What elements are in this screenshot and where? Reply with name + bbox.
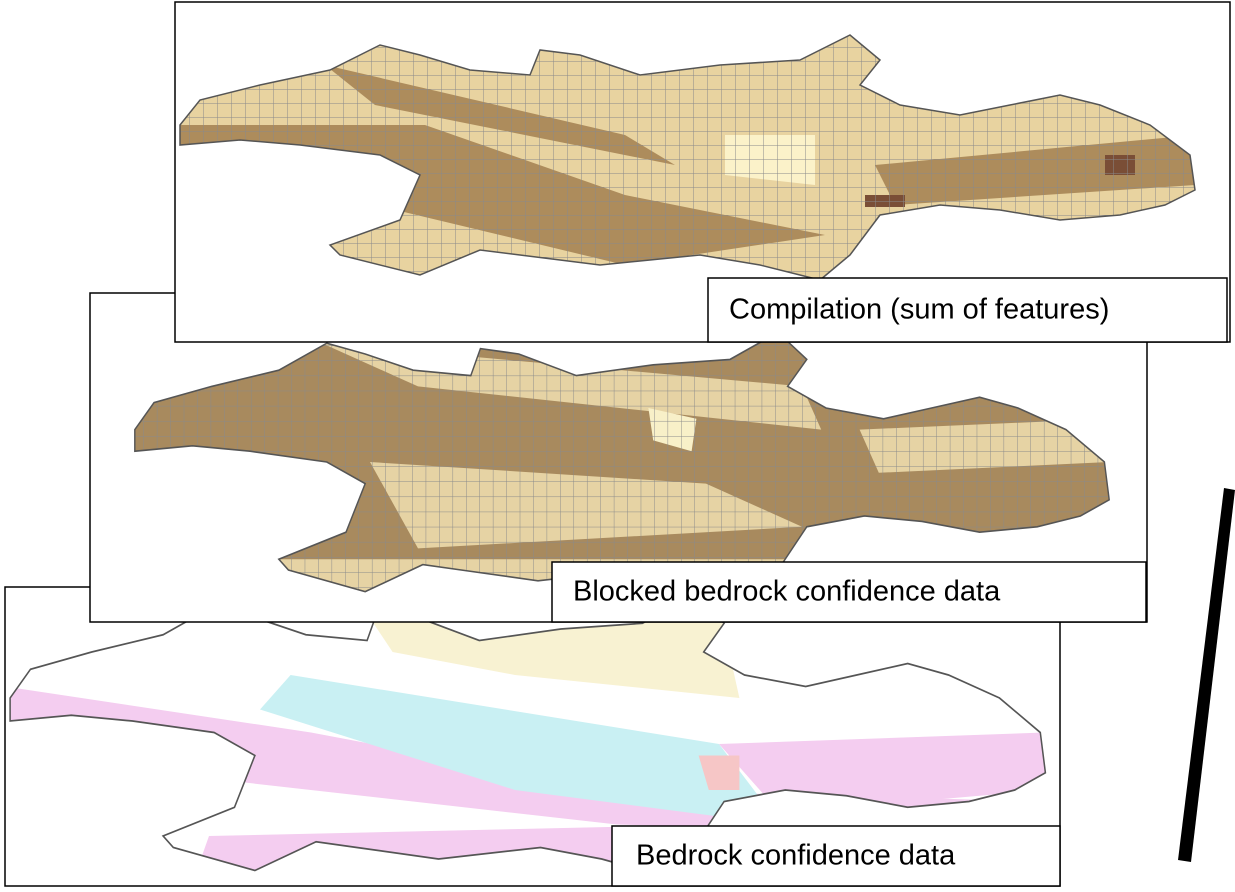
panel-label: Blocked bedrock confidence data	[573, 576, 1001, 608]
panel-bedrock: Bedrock confidence data	[5, 587, 1060, 892]
diagram: Bedrock confidence data Blocked bedrock …	[0, 0, 1235, 892]
arrow-bar	[1178, 488, 1235, 862]
panel-blocked: Blocked bedrock confidence data	[90, 293, 1186, 646]
panel-label: Bedrock confidence data	[636, 840, 956, 872]
panel-label: Compilation (sum of features)	[729, 294, 1109, 326]
panel-compilation: Compilation (sum of features)	[175, 2, 1235, 342]
page: {"panels": [ {"label": "Compilation (sum…	[0, 0, 1235, 892]
